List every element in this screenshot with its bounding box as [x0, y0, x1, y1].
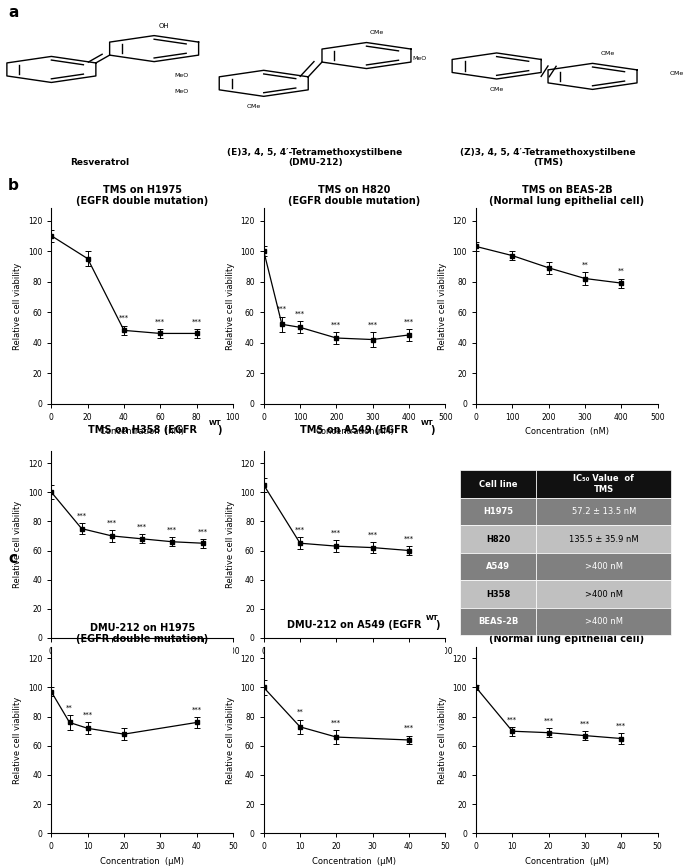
Text: ***: *** — [167, 527, 177, 533]
Bar — [536, 498, 671, 525]
Text: ***: *** — [197, 529, 208, 535]
X-axis label: Concentration(nM): Concentration(nM) — [103, 661, 182, 671]
Text: MeO: MeO — [412, 56, 427, 62]
Text: OMe: OMe — [370, 30, 384, 35]
Text: ***: *** — [155, 319, 165, 325]
Bar — [536, 470, 671, 498]
Text: ***: *** — [404, 536, 414, 542]
Title: DMU-212 on H1975
(EGFR double mutation): DMU-212 on H1975 (EGFR double mutation) — [76, 623, 208, 645]
Text: H820: H820 — [486, 535, 510, 543]
Text: ***: *** — [332, 530, 341, 536]
Text: ***: *** — [137, 524, 147, 530]
Text: **: ** — [618, 268, 625, 274]
Title: TMS on BEAS-2B
(Normal lung epithelial cell): TMS on BEAS-2B (Normal lung epithelial c… — [489, 185, 645, 207]
Text: MeO: MeO — [175, 89, 188, 94]
Text: BEAS-2B: BEAS-2B — [478, 617, 519, 626]
Bar — [460, 470, 536, 498]
X-axis label: Concentration  (μM): Concentration (μM) — [525, 857, 609, 866]
Text: TMS on A549 (EGFR: TMS on A549 (EGFR — [300, 424, 409, 435]
Text: ***: *** — [107, 520, 117, 526]
Y-axis label: Relative cell viability: Relative cell viability — [225, 696, 235, 784]
Bar — [536, 553, 671, 581]
Text: >400 nM: >400 nM — [585, 617, 623, 626]
Text: ***: *** — [616, 722, 626, 728]
Text: WT: WT — [208, 420, 221, 426]
Text: ***: *** — [332, 321, 341, 327]
Text: H1975: H1975 — [483, 507, 513, 516]
Y-axis label: Relative cell viability: Relative cell viability — [225, 262, 235, 350]
Text: ***: *** — [368, 321, 377, 327]
Text: (Z)3, 4, 5, 4′-Tetramethoxystilbene
(TMS): (Z)3, 4, 5, 4′-Tetramethoxystilbene (TMS… — [460, 148, 636, 167]
Text: >400 nM: >400 nM — [585, 562, 623, 571]
Text: 57.2 ± 13.5 nM: 57.2 ± 13.5 nM — [571, 507, 636, 516]
Text: OMe: OMe — [490, 87, 503, 92]
Text: 135.5 ± 35.9 nM: 135.5 ± 35.9 nM — [569, 535, 638, 543]
Bar — [536, 581, 671, 608]
Text: OMe: OMe — [247, 104, 260, 109]
Text: OH: OH — [159, 23, 170, 29]
Text: A549: A549 — [486, 562, 510, 571]
Text: (E)3, 4, 5, 4′-Tetramethoxystilbene
(DMU-212): (E)3, 4, 5, 4′-Tetramethoxystilbene (DMU… — [227, 148, 403, 167]
Y-axis label: Relative cell viability: Relative cell viability — [438, 696, 447, 784]
Text: OMe: OMe — [669, 71, 684, 76]
Bar — [460, 608, 536, 635]
Title: DMU-212 on BEAS-2B
(Normal lung epithelial cell): DMU-212 on BEAS-2B (Normal lung epitheli… — [489, 623, 645, 645]
Text: IC₅₀ Value  of
TMS: IC₅₀ Value of TMS — [573, 475, 634, 494]
Bar — [460, 581, 536, 608]
Text: H358: H358 — [486, 589, 510, 599]
X-axis label: Concentration  (μM): Concentration (μM) — [100, 857, 184, 866]
Text: OMe: OMe — [601, 50, 615, 56]
Bar — [460, 525, 536, 553]
Text: a: a — [8, 5, 18, 20]
Y-axis label: Relative cell viability: Relative cell viability — [13, 696, 23, 784]
Text: ***: *** — [404, 726, 414, 731]
Text: WT: WT — [421, 420, 434, 426]
Text: >400 nM: >400 nM — [585, 589, 623, 599]
Bar — [536, 608, 671, 635]
X-axis label: Concentration  (nM): Concentration (nM) — [525, 427, 609, 437]
Y-axis label: Relative cell viability: Relative cell viability — [438, 262, 447, 350]
Text: ***: *** — [295, 527, 305, 533]
Text: ***: *** — [368, 531, 377, 537]
Bar — [460, 553, 536, 581]
Title: TMS on H820
(EGFR double mutation): TMS on H820 (EGFR double mutation) — [288, 185, 421, 207]
X-axis label: Concentration(nM): Concentration(nM) — [315, 427, 394, 437]
Text: ***: *** — [83, 712, 92, 718]
Text: ***: *** — [77, 512, 87, 518]
Y-axis label: Relative cell viability: Relative cell viability — [13, 262, 23, 350]
Text: MeO: MeO — [175, 73, 188, 78]
Text: DMU-212 on A549 (EGFR: DMU-212 on A549 (EGFR — [287, 620, 422, 630]
Text: WT: WT — [426, 615, 439, 621]
Text: **: ** — [297, 709, 303, 715]
Text: Resveratrol: Resveratrol — [70, 158, 129, 167]
Bar — [460, 498, 536, 525]
Text: **: ** — [582, 262, 588, 268]
Text: ***: *** — [119, 315, 129, 321]
Text: ***: *** — [580, 720, 590, 727]
Bar — [536, 525, 671, 553]
Text: Cell line: Cell line — [479, 480, 518, 489]
Text: ***: *** — [192, 707, 201, 713]
Text: c: c — [8, 551, 17, 566]
Text: ): ) — [217, 424, 222, 435]
Text: ***: *** — [404, 319, 414, 325]
Text: ***: *** — [192, 319, 201, 325]
Text: ): ) — [435, 620, 440, 630]
Text: b: b — [8, 178, 19, 193]
Y-axis label: Relative cell viability: Relative cell viability — [225, 501, 235, 589]
Y-axis label: Relative cell viability: Relative cell viability — [13, 501, 23, 589]
Text: ***: *** — [332, 720, 341, 726]
X-axis label: Concentration  (nM): Concentration (nM) — [312, 661, 397, 671]
Text: ***: *** — [508, 716, 517, 722]
Title: TMS on H1975
(EGFR double mutation): TMS on H1975 (EGFR double mutation) — [76, 185, 208, 207]
Text: TMS on H358 (EGFR: TMS on H358 (EGFR — [88, 424, 197, 435]
Text: ): ) — [429, 424, 434, 435]
Text: ***: *** — [295, 311, 305, 317]
X-axis label: Concentration  (nM): Concentration (nM) — [100, 427, 184, 437]
Text: **: ** — [66, 705, 73, 711]
Text: ***: *** — [544, 718, 553, 724]
X-axis label: Concentration  (μM): Concentration (μM) — [312, 857, 397, 866]
Text: ***: *** — [277, 306, 287, 312]
